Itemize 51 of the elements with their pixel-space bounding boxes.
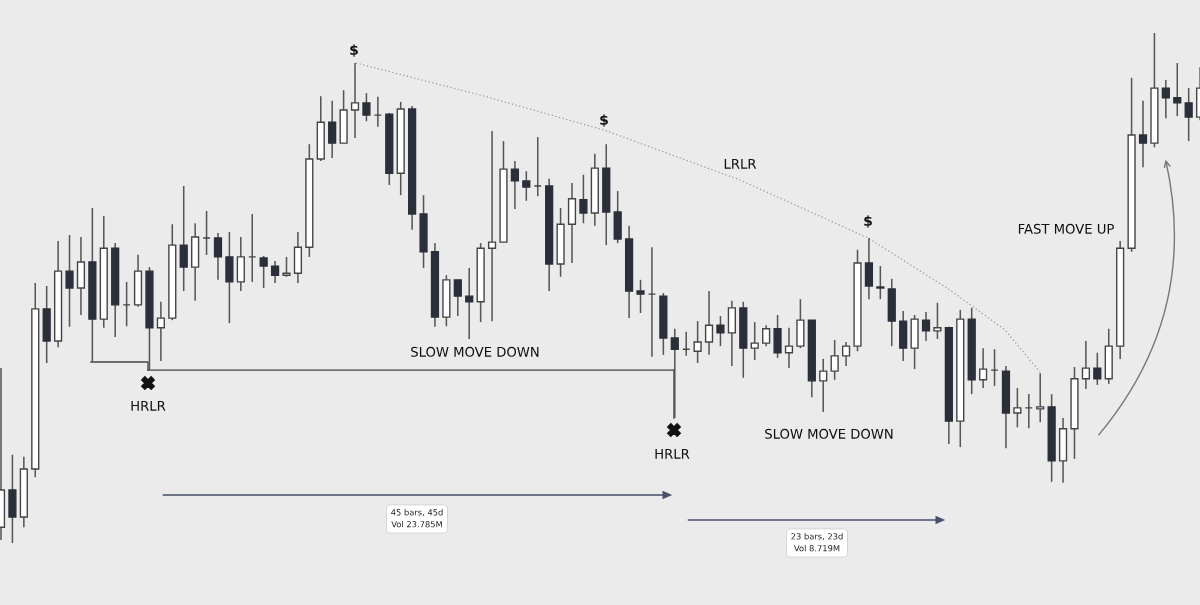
- candlestick: [213, 232, 223, 281]
- candlestick: [65, 234, 74, 328]
- candlestick: [773, 314, 782, 359]
- candlestick: [453, 279, 462, 317]
- annotation: $: [600, 114, 608, 127]
- candlestick: [978, 347, 988, 389]
- candlestick: [1161, 79, 1170, 119]
- candlestick: [636, 279, 645, 314]
- candlestick: [1013, 387, 1022, 428]
- candlestick: [1036, 372, 1045, 423]
- annotation: 45 bars, 45d Vol 23.785M: [391, 509, 443, 528]
- candlestick: [282, 256, 291, 278]
- candlestick: [841, 341, 851, 367]
- candlestick: [328, 100, 337, 159]
- candlestick: [270, 260, 280, 284]
- candlestick: [1093, 352, 1102, 386]
- candlestick: [350, 62, 360, 139]
- annotation: LRLR: [724, 159, 757, 169]
- annotation: SLOW MOVE DOWN: [411, 346, 539, 357]
- candlestick: [750, 321, 759, 361]
- candlestick: [830, 339, 839, 381]
- candlestick: [1138, 100, 1148, 168]
- candlestick: [921, 311, 931, 342]
- candlestick: [362, 92, 371, 122]
- candlestick: [704, 290, 714, 356]
- annotation: $: [864, 215, 872, 228]
- candlestick: [1081, 340, 1091, 390]
- candlestick: [465, 267, 474, 340]
- annotation: HRLR: [131, 401, 166, 411]
- candlestick: [864, 237, 874, 300]
- candlestick: [1173, 62, 1182, 117]
- candlestick: [762, 324, 771, 347]
- annotation: 23 bars, 23d Vol 8.719M: [791, 533, 843, 552]
- candlestick: [1184, 87, 1193, 142]
- candlestick: [784, 327, 794, 369]
- candlestick: [156, 301, 166, 362]
- candlestick: [522, 170, 531, 202]
- candlestick: [259, 255, 268, 289]
- annotation: SLOW MOVE DOWN: [765, 428, 893, 439]
- candlestick: [876, 265, 885, 300]
- candlestick: [933, 302, 942, 340]
- candlestick: [510, 160, 520, 210]
- candlestick: [487, 130, 497, 322]
- candlestick: [716, 315, 725, 347]
- candlestick: [693, 320, 702, 364]
- annotation: HRLR: [655, 449, 690, 459]
- candlestick: [179, 185, 188, 292]
- annotation: FAST MOVE UP: [1018, 223, 1114, 234]
- annotation: $: [350, 44, 358, 57]
- candlestick: [579, 174, 588, 224]
- candlestick: [819, 358, 828, 413]
